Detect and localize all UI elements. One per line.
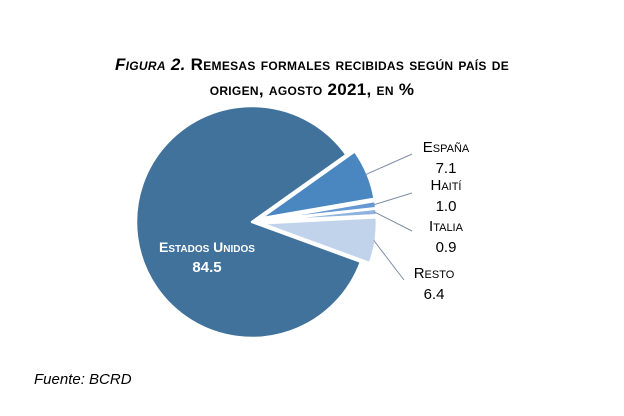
slice-label-resto: Resto — [414, 265, 455, 282]
figure-number: Figura 2. — [114, 55, 186, 74]
slice-value-espana: 7.1 — [436, 160, 457, 177]
leader-line-espana — [365, 153, 413, 176]
leader-line-resto — [373, 239, 405, 281]
leader-line-haiti — [373, 192, 413, 206]
slice-value-estados-unidos: 84.5 — [192, 259, 221, 276]
slice-label-espana: España — [423, 139, 470, 156]
slice-value-haiti: 1.0 — [436, 198, 457, 215]
source-note: Fuente: BCRD — [34, 371, 132, 388]
slice-value-resto: 6.4 — [424, 286, 445, 303]
chart-title-line-2: origen, agosto 2021, en % — [209, 80, 415, 99]
slice-label-estados-unidos: Estados Unidos — [159, 239, 255, 255]
chart-title-text-1: Remesas formales recibidas según país de — [185, 55, 510, 74]
chart-title: Figura 2. Remesas formales recibidas seg… — [0, 52, 624, 102]
pie-slice-italia — [259, 207, 379, 223]
slice-value-italia: 0.9 — [436, 239, 457, 256]
slice-label-italia: Italia — [429, 218, 464, 235]
pie-slice-resto — [259, 216, 379, 265]
slice-label-haiti: Haití — [430, 177, 462, 194]
leader-line-italia — [374, 211, 413, 232]
pie-slice-estados-unidos — [134, 104, 363, 340]
chart-title-line-1: Figura 2. Remesas formales recibidas seg… — [0, 52, 624, 77]
